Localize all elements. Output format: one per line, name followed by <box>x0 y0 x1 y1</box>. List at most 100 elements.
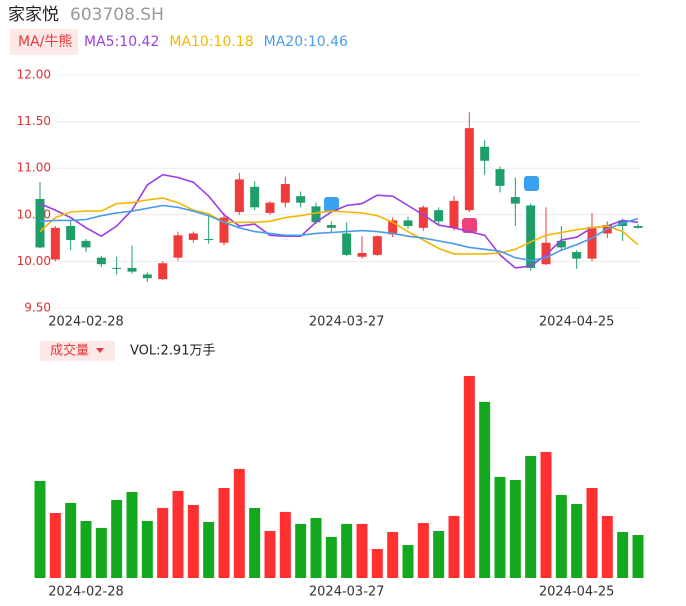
candle-body <box>219 217 229 243</box>
volume-button[interactable]: 成交量 <box>40 341 115 361</box>
y-tick-label: 10.00 <box>17 254 51 268</box>
volume-bar <box>157 507 169 578</box>
volume-bar <box>540 451 552 578</box>
candle-body <box>403 220 413 226</box>
volume-bar <box>617 532 629 578</box>
stock-code: 603708.SH <box>70 5 164 25</box>
candle-body <box>526 205 536 268</box>
volume-bar <box>203 521 215 578</box>
volume-bar <box>310 518 322 578</box>
candle-body <box>572 252 582 259</box>
volume-bar <box>417 523 429 578</box>
ma-line <box>39 204 639 262</box>
volume-bar <box>249 507 261 578</box>
volume-bar <box>601 515 613 578</box>
volume-bar <box>479 401 491 578</box>
candle-body <box>510 197 520 204</box>
x-tick-label: 2024-02-28 <box>48 585 124 600</box>
candle-body <box>311 206 321 223</box>
volume-bar <box>509 480 521 578</box>
signal-icon-bg <box>324 197 339 212</box>
candle-body <box>158 263 168 280</box>
x-tick-label: 2024-03-27 <box>309 315 385 330</box>
volume-bar <box>172 490 184 578</box>
x-tick-label: 2024-04-25 <box>539 585 615 600</box>
x-tick-label: 2024-04-25 <box>539 315 615 330</box>
volume-bar <box>341 523 353 578</box>
volume-bar <box>463 376 475 578</box>
candle-body <box>66 225 76 240</box>
candle-body <box>464 128 474 211</box>
volume-bar <box>34 480 46 578</box>
candle-body <box>112 267 122 269</box>
candle-body <box>480 146 490 161</box>
signal-icon <box>324 176 539 233</box>
volume-bar <box>371 549 383 578</box>
ma-button-label: MA/牛熊 <box>18 34 72 50</box>
candle-body <box>234 179 244 213</box>
ma-button-bg <box>10 29 78 55</box>
ma-line <box>39 173 639 269</box>
candle-body <box>587 226 597 259</box>
candle-body <box>633 225 643 228</box>
signal-icon-bg <box>462 218 477 233</box>
y-tick-label: 10.50 <box>17 207 51 221</box>
legend-entry: MA5:10.42 <box>84 34 159 50</box>
volume-bar <box>49 512 61 578</box>
candle-body <box>342 233 352 255</box>
candle-body <box>280 184 290 203</box>
candle-body <box>188 233 198 240</box>
volume-bar <box>264 531 276 578</box>
candle-body <box>434 210 444 222</box>
volume-bar <box>141 520 153 578</box>
volume-bar <box>586 488 598 578</box>
candle-body <box>96 257 106 265</box>
candle-body <box>495 169 505 186</box>
x-tick-label: 2024-02-28 <box>48 315 124 330</box>
candle-body <box>556 240 566 248</box>
legend-entry: MA10:10.18 <box>169 34 253 50</box>
volume-button-label: 成交量 <box>50 343 89 359</box>
signal-icon-bg <box>524 176 539 191</box>
volume-bar <box>126 491 138 578</box>
volume-bar <box>187 505 199 578</box>
volume-bar <box>233 468 245 578</box>
volume-bar <box>111 499 123 578</box>
volume-bar <box>525 455 537 578</box>
candle-body <box>50 227 60 260</box>
volume-bar <box>448 515 460 578</box>
candle-body <box>81 240 91 248</box>
volume-bar <box>632 534 644 578</box>
candle-body <box>35 198 45 248</box>
candle-body <box>142 274 152 279</box>
volume-bar <box>387 532 399 578</box>
y-tick-label: 11.50 <box>17 114 51 128</box>
dropdown-arrow <box>96 348 104 353</box>
volume-label: VOL:2.91万手 <box>130 344 215 359</box>
volume-button-bg <box>40 341 115 361</box>
candle-body <box>541 242 551 265</box>
volume-bar <box>65 502 77 578</box>
volume-bar <box>95 527 107 578</box>
volume-bar <box>402 545 414 578</box>
ma-line <box>39 197 639 255</box>
candle-body <box>449 200 459 228</box>
candle-body <box>204 239 214 241</box>
volume-bar <box>433 531 445 578</box>
legend-entry: MA20:10.46 <box>264 34 348 50</box>
volume-bar <box>356 523 368 578</box>
candle-body <box>127 267 137 272</box>
candle-body <box>265 202 275 213</box>
candle-body <box>326 225 336 228</box>
candle-body <box>372 236 382 255</box>
volume-bar <box>494 476 506 578</box>
volume-bar <box>295 523 307 578</box>
candle-body <box>250 186 260 208</box>
candle-body <box>173 235 183 258</box>
volume-bar <box>571 503 583 578</box>
volume-bar <box>80 520 92 578</box>
stock-name: 家家悦 <box>8 5 59 25</box>
ma-button[interactable]: MA/牛熊 <box>10 29 78 55</box>
volume-bar <box>555 494 567 578</box>
